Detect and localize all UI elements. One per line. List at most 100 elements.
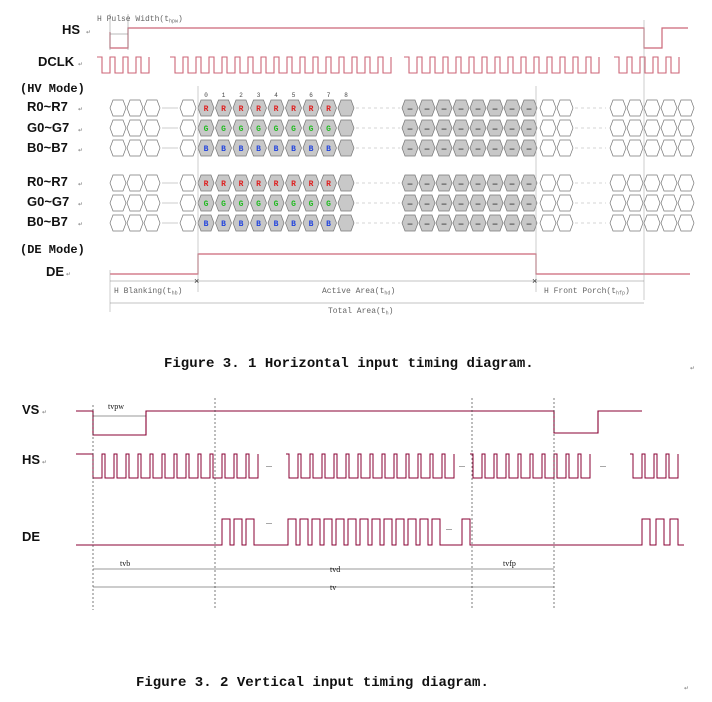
bus-cell <box>250 119 267 137</box>
de-label: DE <box>46 264 64 279</box>
bus-cell <box>609 99 627 117</box>
blank-dash: — <box>424 105 430 114</box>
pixel-letter: G <box>239 200 244 209</box>
bus-cell <box>250 214 267 232</box>
bus-row: G G G G G G G G — — — — — — — — <box>109 194 695 212</box>
bus-cell <box>660 214 678 232</box>
bus-cell <box>486 99 504 117</box>
tvpw-label: tvpw <box>108 402 124 411</box>
bus-cell <box>337 99 355 117</box>
pixel-index: 5 <box>292 92 296 99</box>
return-mark: ↵ <box>78 202 83 208</box>
bus-cell <box>197 99 215 117</box>
return-mark: ↵ <box>78 148 83 154</box>
bus-cell <box>677 139 695 157</box>
bus-cell <box>320 99 337 117</box>
bus-cell <box>469 119 487 137</box>
bus-cell <box>267 214 285 232</box>
bus-cell <box>556 214 574 232</box>
pixel-letter: G <box>274 125 279 134</box>
blank-dash: — <box>526 180 532 189</box>
bus-cell <box>677 99 695 117</box>
return-mark: ↵ <box>78 222 83 228</box>
bus-cell <box>302 214 320 232</box>
bus-cell <box>267 119 285 137</box>
pixel-letter: B <box>221 145 226 154</box>
blank-dash: — <box>458 125 464 134</box>
bus-cell <box>285 119 302 137</box>
bus-cell <box>418 214 436 232</box>
bus-cell <box>302 119 320 137</box>
bus-cell <box>179 139 197 157</box>
bus-cell <box>401 214 419 232</box>
blank-dash: — <box>441 145 447 154</box>
bus-cell <box>215 119 232 137</box>
bus-cell <box>469 194 487 212</box>
pixel-letter: R <box>274 180 279 189</box>
bus-cell <box>609 214 627 232</box>
return-mark: ↵ <box>42 460 47 466</box>
pixel-letter: B <box>291 220 296 229</box>
bus-cell <box>556 99 574 117</box>
bus-cell <box>197 214 215 232</box>
bus-cell <box>643 174 661 192</box>
bus-cell <box>520 214 538 232</box>
bus-cell <box>418 174 436 192</box>
bus-cell <box>302 139 320 157</box>
bus-cell <box>486 119 504 137</box>
blank-dash: — <box>458 105 464 114</box>
bus-cell <box>143 174 161 192</box>
figure1-caption: Figure 3. 1 Horizontal input timing diag… <box>164 356 534 372</box>
bus-cell <box>215 174 232 192</box>
r-bus-label-de: R0~R7 <box>27 174 68 189</box>
pixel-letter: B <box>239 145 244 154</box>
return-mark: ↵ <box>78 62 83 68</box>
bus-cell <box>143 99 161 117</box>
bus-cell <box>626 119 644 137</box>
blank-dash: — <box>475 105 481 114</box>
bus-cell <box>539 174 557 192</box>
pixel-letter: G <box>256 125 261 134</box>
bus-cell <box>302 194 320 212</box>
blank-dash: — <box>509 125 515 134</box>
bus-cell <box>267 194 285 212</box>
bus-cell <box>126 174 144 192</box>
bus-cell <box>520 119 538 137</box>
pixel-letter: R <box>221 105 226 114</box>
bus-cell <box>435 214 453 232</box>
bus-cell <box>539 214 557 232</box>
pixel-letter: R <box>309 105 314 114</box>
blank-dash: — <box>458 220 464 229</box>
bus-cell <box>250 139 267 157</box>
ellipsis: ... <box>266 517 272 526</box>
bus-cell <box>109 139 127 157</box>
pixel-letter: R <box>309 180 314 189</box>
pixel-letter: G <box>309 200 314 209</box>
bus-cell <box>126 214 144 232</box>
bus-cell <box>643 139 661 157</box>
hs-pulse-train <box>286 453 455 479</box>
bus-cell <box>320 139 337 157</box>
active-area-label: Active Area(thd) <box>322 287 395 297</box>
blank-dash: — <box>526 200 532 209</box>
pixel-letter: G <box>274 200 279 209</box>
bus-cell <box>677 214 695 232</box>
pixel-letter: R <box>239 180 244 189</box>
bus-cell <box>320 174 337 192</box>
bus-cell <box>556 139 574 157</box>
blank-dash: — <box>492 145 498 154</box>
bus-cell <box>126 194 144 212</box>
b-bus-label-de: B0~B7 <box>27 214 68 229</box>
blank-dash: — <box>407 125 413 134</box>
pixel-index: 7 <box>327 92 331 99</box>
bus-cell <box>452 139 470 157</box>
hs-waveform-vertical: ......... <box>76 453 679 479</box>
blank-dash: — <box>492 200 498 209</box>
blank-dash: — <box>441 200 447 209</box>
blank-dash: — <box>475 200 481 209</box>
hs-pulse-train <box>630 453 679 479</box>
bus-cell <box>109 194 127 212</box>
bus-cell <box>418 99 436 117</box>
ellipsis: ... <box>446 523 452 532</box>
